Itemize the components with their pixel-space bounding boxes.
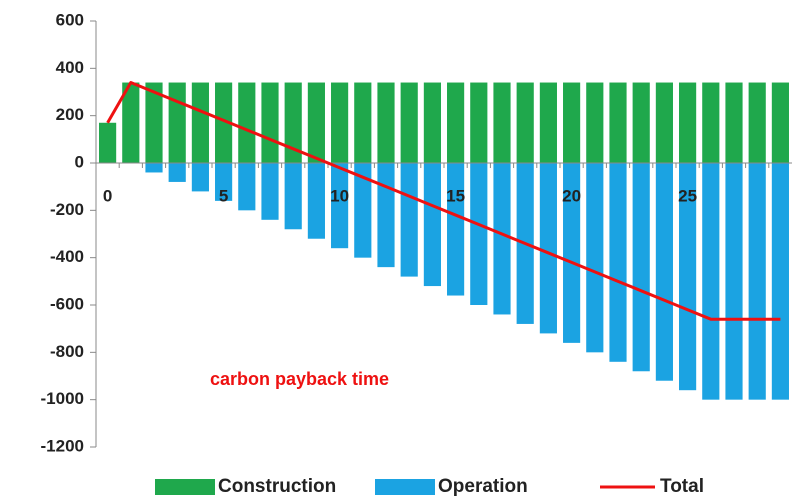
bar xyxy=(423,82,441,163)
y-tick-label: -200 xyxy=(50,200,84,219)
bar xyxy=(261,82,279,163)
y-tick-label: -1000 xyxy=(41,389,84,408)
bar xyxy=(145,163,163,173)
x-tick-label: 15 xyxy=(446,186,465,205)
y-tick-label: 200 xyxy=(56,105,84,124)
bar xyxy=(632,82,650,163)
bar xyxy=(191,82,209,163)
bar xyxy=(609,163,627,362)
x-tick-label: 25 xyxy=(678,186,697,205)
bar xyxy=(191,163,209,192)
bar xyxy=(655,82,673,163)
bar xyxy=(307,163,325,239)
bar xyxy=(168,82,186,163)
bar xyxy=(563,82,581,163)
bar xyxy=(609,82,627,163)
bar xyxy=(516,82,534,163)
bar xyxy=(447,163,465,296)
bar xyxy=(331,82,349,163)
bar xyxy=(168,163,186,182)
bar xyxy=(748,82,766,163)
bar xyxy=(586,82,604,163)
x-tick-label: 0 xyxy=(103,186,112,205)
y-tick-label: -800 xyxy=(50,342,84,361)
y-tick-label: 400 xyxy=(56,58,84,77)
y-tick-label: -600 xyxy=(50,294,84,313)
legend-swatch xyxy=(155,479,215,495)
bar xyxy=(655,163,673,381)
bar xyxy=(400,82,418,163)
bar xyxy=(771,163,789,400)
bar xyxy=(307,82,325,163)
y-tick-label: -1200 xyxy=(41,436,84,455)
bar xyxy=(447,82,465,163)
bar xyxy=(377,163,395,268)
bar xyxy=(215,82,233,163)
bar xyxy=(238,163,256,211)
bar xyxy=(470,163,488,305)
legend-swatch xyxy=(375,479,435,495)
bar xyxy=(493,163,511,315)
legend-label: Operation xyxy=(438,476,528,497)
y-tick-label: -400 xyxy=(50,247,84,266)
bar xyxy=(284,82,302,163)
y-tick-label: 0 xyxy=(75,152,84,171)
bar xyxy=(679,163,697,391)
bar xyxy=(423,163,441,287)
y-tick-label: 600 xyxy=(56,10,84,29)
bar xyxy=(563,163,581,343)
bar xyxy=(493,82,511,163)
legend-label: Total xyxy=(660,476,704,497)
bar xyxy=(354,163,372,258)
bar xyxy=(632,163,650,372)
bar xyxy=(679,82,697,163)
bar xyxy=(725,163,743,400)
annotation: carbon payback time xyxy=(210,369,389,389)
bar xyxy=(145,82,163,163)
x-tick-label: 5 xyxy=(219,186,228,205)
bar xyxy=(354,82,372,163)
bar xyxy=(539,82,557,163)
bar xyxy=(400,163,418,277)
bar xyxy=(771,82,789,163)
bar xyxy=(122,82,140,163)
bar xyxy=(702,163,720,400)
bar xyxy=(261,163,279,220)
x-tick-label: 20 xyxy=(562,186,581,205)
bar xyxy=(238,82,256,163)
line xyxy=(106,81,781,321)
bar xyxy=(702,82,720,163)
bar xyxy=(215,163,233,201)
bar xyxy=(748,163,766,400)
bar xyxy=(99,122,117,163)
bar xyxy=(377,82,395,163)
bar xyxy=(725,82,743,163)
bar xyxy=(539,163,557,334)
bar xyxy=(470,82,488,163)
bar xyxy=(586,163,604,353)
legend-label: Construction xyxy=(218,476,336,497)
bar xyxy=(284,163,302,230)
x-tick-label: 10 xyxy=(330,186,349,205)
bar xyxy=(331,163,349,249)
